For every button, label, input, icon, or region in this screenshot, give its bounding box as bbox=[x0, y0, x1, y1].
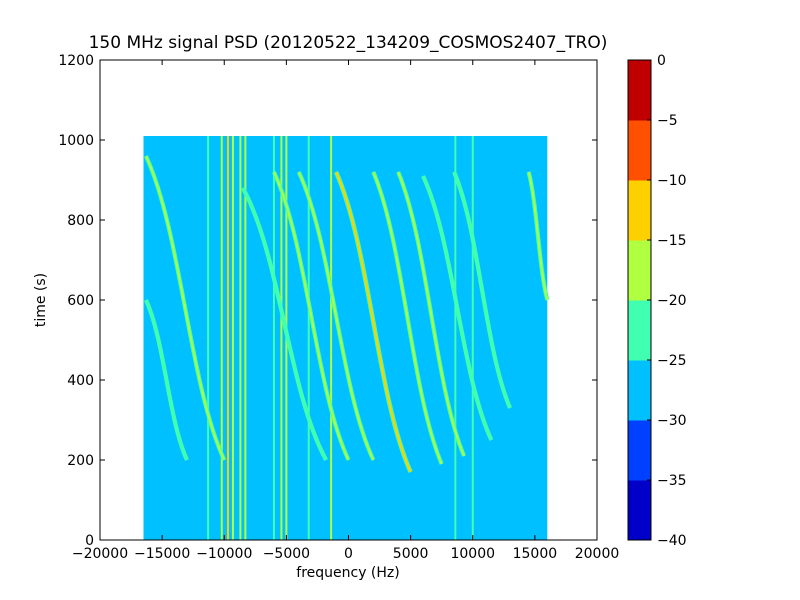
colorbar-tick-label: −30 bbox=[657, 413, 687, 429]
colorbar-segment bbox=[628, 360, 651, 421]
colorbar-segment bbox=[628, 420, 651, 481]
colorbar-segment bbox=[628, 240, 651, 301]
colorbar-segment bbox=[628, 60, 651, 121]
y-tick-label: 800 bbox=[67, 213, 94, 229]
doppler-trace bbox=[273, 171, 350, 461]
y-tick-label: 0 bbox=[85, 533, 94, 549]
heatmap-image bbox=[143, 136, 550, 540]
x-tick-label: −5000 bbox=[263, 546, 310, 562]
colorbar: −40 −35 −30 −25 −20 −15 −10 −5 0 bbox=[627, 53, 687, 549]
plot-area bbox=[99, 59, 598, 541]
chart-title: 150 MHz signal PSD (20120522_134209_COSM… bbox=[89, 33, 608, 53]
doppler-trace bbox=[527, 171, 549, 301]
y-tick-label: 1200 bbox=[58, 53, 94, 69]
x-axis: −20000 −15000 −10000 −5000 0 5000 10000 15000 20… bbox=[72, 60, 619, 562]
x-tick-label: −20000 bbox=[72, 546, 128, 562]
doppler-trace bbox=[453, 171, 511, 409]
colorbar-tick-label: −35 bbox=[657, 473, 687, 489]
x-tick-label: −15000 bbox=[134, 546, 190, 562]
y-axis-label: time (s) bbox=[33, 273, 49, 327]
x-tick-label: 10000 bbox=[450, 546, 495, 562]
x-tick-label: 5000 bbox=[393, 546, 429, 562]
colorbar-segment bbox=[628, 300, 651, 361]
doppler-trace bbox=[372, 171, 443, 465]
y-axis: 0 200 400 600 800 1000 1200 bbox=[58, 53, 597, 549]
doppler-trace bbox=[334, 171, 412, 473]
colorbar-tick-label: −15 bbox=[657, 233, 687, 249]
colorbar-segment bbox=[628, 480, 651, 541]
x-tick-label: 20000 bbox=[575, 546, 620, 562]
x-tick-label: 0 bbox=[344, 546, 353, 562]
colorbar-segment bbox=[628, 180, 651, 241]
colorbar-segment bbox=[628, 120, 651, 181]
doppler-trace bbox=[297, 171, 375, 461]
x-axis-label: frequency (Hz) bbox=[296, 565, 399, 581]
y-tick-label: 600 bbox=[67, 293, 94, 309]
colorbar-tick-label: −40 bbox=[657, 533, 687, 549]
y-tick-label: 1000 bbox=[58, 133, 94, 149]
colorbar-tick-label: 0 bbox=[657, 53, 666, 69]
x-tick-label: −10000 bbox=[196, 546, 252, 562]
colorbar-tick-label: −5 bbox=[657, 113, 678, 129]
y-tick-label: 200 bbox=[67, 453, 94, 469]
doppler-trace bbox=[397, 171, 465, 457]
colorbar-tick-label: −20 bbox=[657, 293, 687, 309]
doppler-trace bbox=[145, 155, 226, 461]
colorbar-tick-label: −25 bbox=[657, 353, 687, 369]
x-tick-label: 15000 bbox=[513, 546, 558, 562]
y-tick-label: 400 bbox=[67, 373, 94, 389]
doppler-trace bbox=[422, 175, 493, 441]
doppler-trace bbox=[242, 187, 328, 461]
doppler-trace bbox=[145, 299, 188, 461]
colorbar-tick-label: −10 bbox=[657, 173, 687, 189]
